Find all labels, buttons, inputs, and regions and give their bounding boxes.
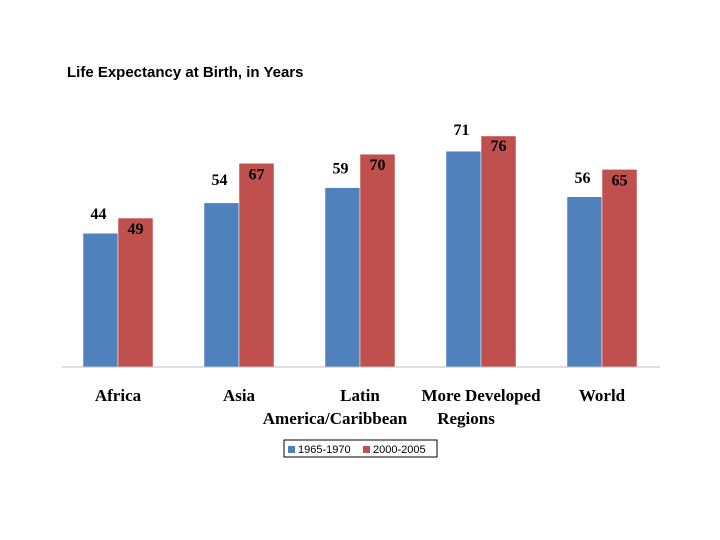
bar-2-series-1 xyxy=(359,153,396,368)
value-label-3-series-0: 71 xyxy=(454,122,470,139)
bar-3-series-0 xyxy=(445,150,482,368)
legend-swatch-2000-2005 xyxy=(363,446,370,453)
legend: 1965-1970 2000-2005 xyxy=(283,439,438,458)
category-label-4-line-0: World xyxy=(579,386,626,405)
value-label-2-series-1: 70 xyxy=(370,157,386,174)
legend-label-2000-2005: 2000-2005 xyxy=(373,444,426,456)
bar-4-series-1 xyxy=(601,169,638,368)
value-label-4-series-0: 56 xyxy=(575,170,591,187)
category-label-2-line-1: America/Caribbean xyxy=(263,409,408,428)
category-label-3-line-1: Regions xyxy=(437,409,495,428)
value-label-1-series-0: 54 xyxy=(212,172,228,189)
bar-1-series-0 xyxy=(203,202,240,368)
value-label-3-series-1: 76 xyxy=(491,138,507,155)
bar-0-series-0 xyxy=(82,232,119,368)
category-labels-group: Africa Asia Latin America/Caribbean More Dev… xyxy=(95,386,626,428)
category-label-0-line-0: Africa xyxy=(95,386,142,405)
legend-label-1965-1970: 1965-1970 xyxy=(298,444,351,456)
category-label-3-line-0: More Developed xyxy=(421,386,541,405)
bar-1-series-1 xyxy=(238,163,275,368)
category-label-2-line-0: Latin xyxy=(340,386,380,405)
bar-3-series-1 xyxy=(480,135,517,368)
bar-0-series-1 xyxy=(117,217,154,368)
value-label-1-series-1: 67 xyxy=(249,166,265,183)
value-label-4-series-1: 65 xyxy=(612,172,628,189)
legend-swatch-1965-1970 xyxy=(288,446,295,453)
value-labels-group: 44 49 54 67 59 70 71 76 56 65 xyxy=(91,122,628,238)
bar-4-series-0 xyxy=(566,196,603,368)
value-label-2-series-0: 59 xyxy=(333,161,349,178)
value-label-0-series-0: 44 xyxy=(91,206,107,223)
value-label-0-series-1: 49 xyxy=(128,221,144,238)
bar-2-series-0 xyxy=(324,187,361,368)
chart-title: Life Expectancy at Birth, in Years xyxy=(67,64,304,81)
legend-box xyxy=(283,439,438,458)
category-label-1-line-0: Asia xyxy=(223,386,256,405)
bars-group xyxy=(82,135,638,368)
